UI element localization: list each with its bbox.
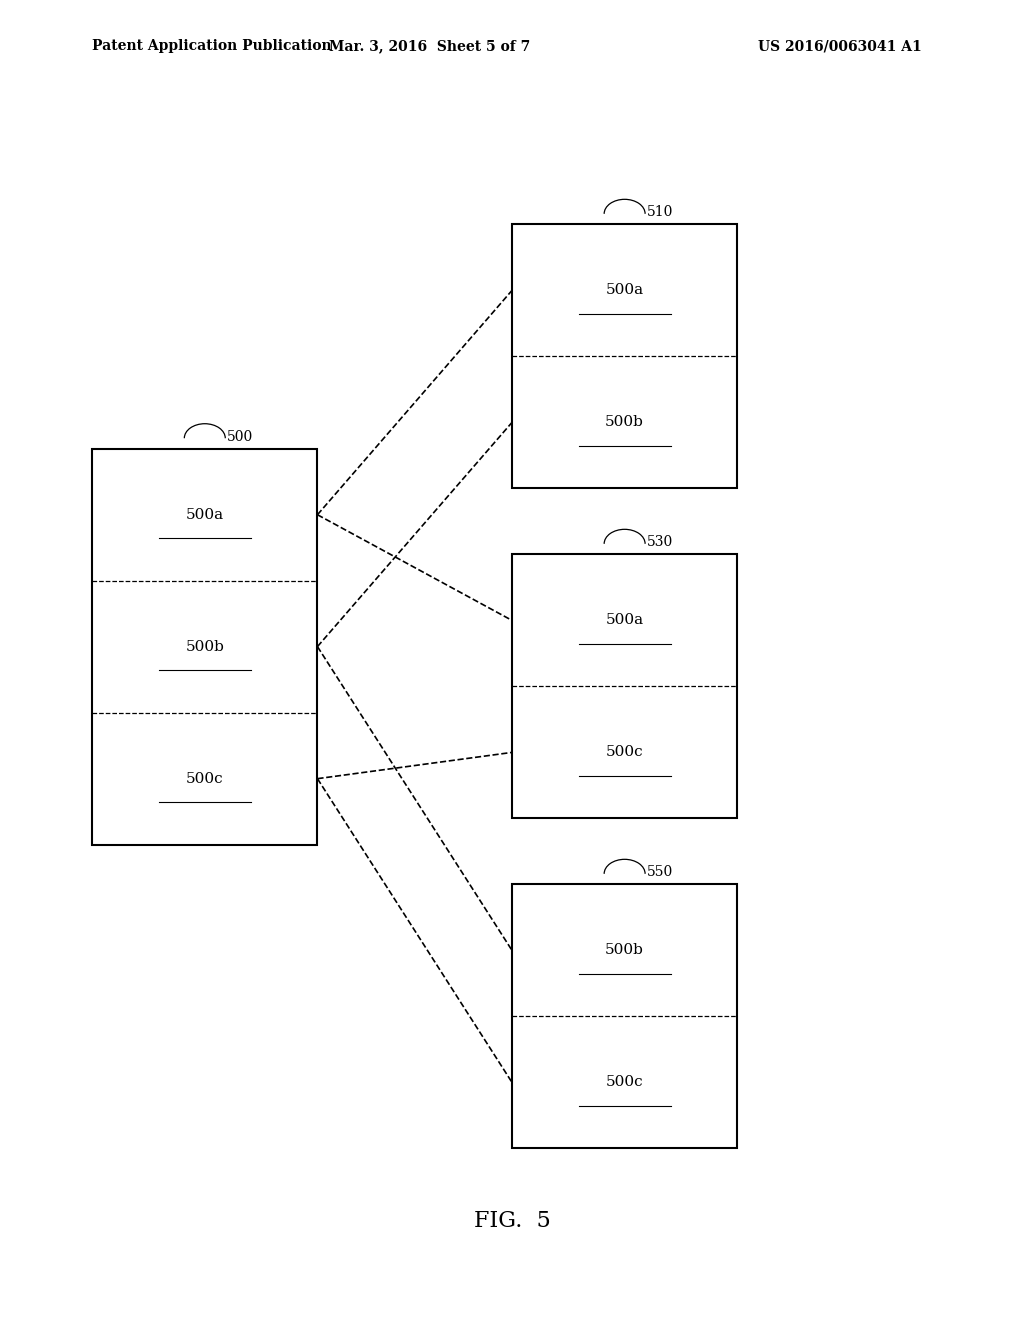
Text: 500b: 500b bbox=[605, 944, 644, 957]
Text: 500b: 500b bbox=[185, 640, 224, 653]
Text: 500c: 500c bbox=[606, 746, 643, 759]
Bar bbox=[92, 449, 317, 845]
Text: 510: 510 bbox=[647, 205, 674, 219]
Text: 500b: 500b bbox=[605, 416, 644, 429]
Bar bbox=[512, 554, 737, 818]
Text: 500a: 500a bbox=[605, 284, 644, 297]
Text: 500a: 500a bbox=[185, 508, 224, 521]
Text: 500: 500 bbox=[227, 429, 254, 444]
Text: Mar. 3, 2016  Sheet 5 of 7: Mar. 3, 2016 Sheet 5 of 7 bbox=[330, 40, 530, 53]
Bar bbox=[512, 884, 737, 1148]
Text: US 2016/0063041 A1: US 2016/0063041 A1 bbox=[758, 40, 922, 53]
Text: 500c: 500c bbox=[606, 1076, 643, 1089]
Text: Patent Application Publication: Patent Application Publication bbox=[92, 40, 332, 53]
Text: FIG.  5: FIG. 5 bbox=[474, 1210, 550, 1232]
Text: 530: 530 bbox=[647, 535, 674, 549]
Text: 500c: 500c bbox=[186, 772, 223, 785]
Text: 550: 550 bbox=[647, 865, 674, 879]
Bar bbox=[512, 224, 737, 488]
Text: 500a: 500a bbox=[605, 614, 644, 627]
